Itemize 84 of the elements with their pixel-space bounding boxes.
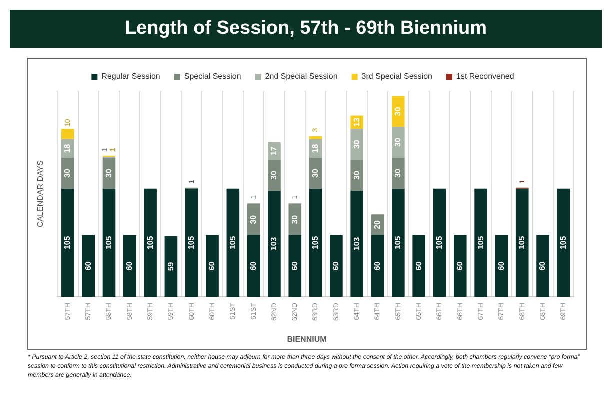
x-axis-title: BIENNIUM (286, 335, 328, 344)
bar (268, 160, 281, 191)
bar (185, 188, 198, 298)
bar (62, 158, 74, 189)
bar (82, 235, 95, 298)
data-label: 30 (311, 168, 320, 178)
bar (62, 129, 74, 140)
data-label: 30 (63, 168, 72, 178)
bar (536, 235, 550, 298)
data-label: 20 (372, 220, 382, 230)
bar (268, 190, 281, 298)
legend-label: 3rd Special Session (362, 72, 433, 82)
bar (288, 235, 302, 298)
data-label: 30 (290, 214, 300, 224)
data-label: 60 (125, 261, 134, 271)
bar (392, 158, 405, 189)
bar (309, 188, 322, 298)
bar (412, 235, 426, 298)
bar (164, 236, 178, 298)
data-label: 105 (394, 236, 403, 250)
bar (516, 188, 529, 298)
data-label: 105 (146, 236, 155, 250)
bar (454, 235, 467, 298)
chart-title: Length of Session, 57th - 69th Biennium (10, 10, 602, 48)
bar (392, 127, 405, 158)
legend-label: 2nd Special Session (265, 72, 338, 82)
data-label: 30 (352, 140, 362, 150)
bar (144, 188, 157, 298)
data-label: 105 (187, 236, 196, 250)
data-label: 105 (518, 236, 527, 250)
data-label: 60 (290, 261, 300, 271)
data-label: 59 (166, 262, 176, 272)
bar (557, 188, 570, 298)
y-axis-title: CALENDAR DAYS (36, 160, 46, 228)
bar (288, 204, 302, 236)
data-label: 103 (270, 236, 279, 251)
data-label: 13 (352, 117, 362, 127)
bar (433, 188, 446, 298)
bar (495, 235, 508, 298)
legend-label: Special Session (184, 72, 242, 82)
bar (62, 188, 74, 298)
legend-label: Regular Session (102, 72, 160, 82)
data-label: 60 (496, 261, 506, 271)
data-label: 105 (558, 236, 568, 250)
data-label: 30 (104, 168, 114, 178)
data-label: 60 (84, 261, 93, 271)
data-label: 60 (414, 261, 424, 271)
data-label: 105 (476, 236, 486, 250)
data-label: 60 (249, 261, 258, 271)
data-label: 60 (332, 261, 341, 271)
bar (371, 235, 384, 298)
data-label: 103 (352, 236, 362, 251)
data-label: 60 (538, 261, 548, 271)
data-label: 30 (394, 106, 403, 116)
data-label: 60 (372, 261, 382, 271)
data-label: 17 (270, 146, 279, 156)
data-label: 18 (311, 144, 320, 154)
data-label: 60 (456, 261, 465, 271)
data-label: 105 (104, 236, 114, 250)
bar (123, 235, 136, 298)
data-label: 30 (352, 170, 362, 180)
data-label: 105 (63, 236, 72, 250)
bar (350, 129, 364, 160)
bar (247, 235, 260, 298)
data-label: 60 (208, 261, 217, 271)
bar (474, 188, 488, 298)
legend-label: 1st Reconvened (456, 72, 514, 82)
bar (206, 235, 219, 298)
bar (226, 188, 240, 298)
data-label: 18 (63, 144, 72, 154)
bar (350, 190, 364, 298)
data-label: 105 (311, 236, 320, 250)
bar (350, 160, 364, 191)
data-label: 30 (394, 168, 403, 178)
bar (392, 96, 405, 128)
data-label: 30 (270, 170, 279, 180)
data-label: 105 (228, 236, 238, 250)
data-label: 30 (249, 214, 258, 224)
bar (309, 136, 322, 140)
bar (330, 235, 343, 298)
data-label: 105 (434, 236, 444, 250)
data-label: 30 (394, 138, 403, 147)
bar (392, 188, 405, 298)
bar (102, 188, 116, 298)
